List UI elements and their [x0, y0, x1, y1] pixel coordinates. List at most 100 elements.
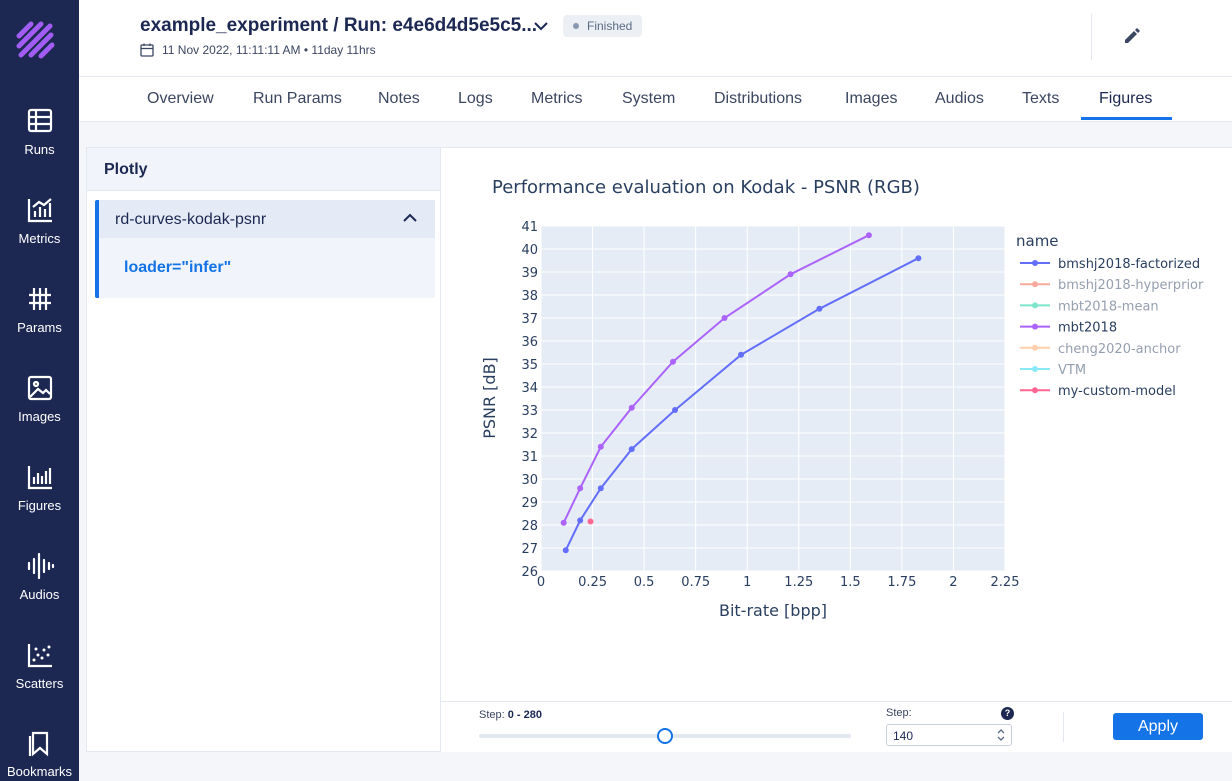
sidebar-item-scatters[interactable]: Scatters [0, 640, 79, 691]
tab-overview[interactable]: Overview [147, 90, 214, 107]
legend-item[interactable]: mbt2018 [1020, 321, 1117, 336]
tab-metrics[interactable]: Metrics [531, 90, 583, 107]
legend-marker [1032, 366, 1038, 372]
tab-images[interactable]: Images [845, 90, 898, 107]
data-point[interactable] [669, 358, 676, 365]
tab-audios[interactable]: Audios [935, 90, 984, 107]
y-tick-label: 32 [521, 427, 538, 442]
legend-marker [1032, 281, 1038, 288]
run-date: 11 Nov 2022, 11:11:11 AM • 11day 11hrs [140, 43, 376, 57]
tab-texts[interactable]: Texts [1022, 90, 1060, 107]
data-point[interactable] [628, 404, 635, 411]
legend-item[interactable]: bmshj2018-hyperprior [1020, 278, 1204, 293]
legend-item[interactable]: my-custom-model [1020, 384, 1176, 399]
figure-group-header[interactable]: rd-curves-kodak-psnr [99, 200, 435, 238]
data-point[interactable] [597, 485, 604, 492]
data-point[interactable] [577, 517, 584, 524]
calendar-icon [140, 43, 154, 57]
y-tick-label: 31 [521, 450, 538, 465]
data-point[interactable] [738, 351, 745, 358]
apply-button[interactable]: Apply [1113, 713, 1203, 740]
stepper-arrows-icon[interactable] [995, 727, 1007, 743]
step-input[interactable]: 140 [886, 724, 1012, 746]
data-point[interactable] [597, 443, 604, 450]
figure-group-title: rd-curves-kodak-psnr [115, 211, 267, 228]
sidebar-item-figures[interactable]: Figures [0, 462, 79, 513]
legend-marker [1032, 260, 1038, 266]
chevron-down-icon[interactable] [531, 16, 551, 36]
image-icon [27, 375, 52, 401]
edit-pencil-icon[interactable] [1123, 27, 1141, 45]
legend-item[interactable]: VTM [1020, 363, 1086, 378]
sidebar-item-label: Audios [19, 587, 60, 602]
data-point[interactable] [628, 446, 635, 453]
x-tick-label: 0.75 [681, 575, 710, 590]
bookmark-icon [28, 731, 48, 757]
sidebar-item-audios[interactable]: Audios [0, 551, 79, 602]
params-grid-icon [28, 288, 51, 310]
x-tick-label: 1.75 [887, 575, 916, 590]
aim-logo[interactable] [13, 18, 61, 66]
legend-title: name [1016, 232, 1059, 250]
legend-label: cheng2020-anchor [1058, 342, 1181, 357]
sidebar-item-metrics[interactable]: Metrics [0, 195, 79, 246]
x-tick-label: 0 [537, 575, 545, 590]
x-tick-label: 0.5 [634, 575, 655, 590]
x-tick-label: 1.25 [784, 575, 813, 590]
data-point[interactable] [865, 232, 872, 239]
legend-item[interactable]: mbt2018-mean [1020, 299, 1159, 314]
figure-item[interactable]: loader="infer" [124, 259, 232, 276]
x-tick-label: 2 [949, 575, 957, 590]
help-icon[interactable]: ? [1001, 707, 1014, 720]
legend: bmshj2018-factorized bmshj2018-hyperprior… [1020, 257, 1204, 399]
sidebar: Runs Metrics Params Images Figures Audio… [0, 0, 79, 781]
y-tick-label: 40 [521, 243, 538, 258]
sidebar-item-images[interactable]: Images [0, 373, 79, 424]
legend-item[interactable]: cheng2020-anchor [1020, 342, 1181, 357]
chart-title: Performance evaluation on Kodak - PSNR (… [492, 177, 920, 198]
step-slider-thumb[interactable] [657, 728, 673, 744]
y-tick-label: 36 [521, 335, 538, 350]
tab-distributions[interactable]: Distributions [714, 90, 803, 107]
sidebar-item-bookmarks[interactable]: Bookmarks [0, 728, 79, 779]
step-input-value: 140 [893, 729, 914, 743]
tab-system[interactable]: System [622, 90, 676, 107]
data-point[interactable] [915, 255, 922, 262]
y-tick-label: 29 [521, 496, 538, 511]
y-tick-label: 37 [521, 312, 538, 327]
scatter-icon [27, 644, 52, 668]
sidebar-item-label: Bookmarks [6, 764, 73, 779]
series-line [562, 234, 870, 524]
x-axis-label: Bit-rate [bpp] [719, 601, 827, 620]
status-dot [573, 23, 579, 29]
data-point[interactable] [562, 547, 569, 554]
tab-run-params[interactable]: Run Params [253, 90, 342, 107]
sidebar-item-runs[interactable]: Runs [0, 106, 79, 157]
legend-label: mbt2018 [1058, 321, 1117, 336]
figure-group: rd-curves-kodak-psnr loader="infer" [95, 200, 435, 298]
y-tick-label: 27 [521, 542, 538, 557]
y-tick-label: 39 [521, 266, 538, 281]
legend-label: bmshj2018-factorized [1058, 257, 1200, 272]
x-tick-label: 1.5 [840, 575, 861, 590]
step-input-label: Step: [886, 707, 912, 719]
run-date-text: 11 Nov 2022, 11:11:11 AM • 11day 11hrs [162, 43, 376, 57]
tab-notes[interactable]: Notes [378, 90, 420, 107]
legend-item[interactable]: bmshj2018-factorized [1020, 257, 1200, 272]
ticks: 0 0.25 0.5 0.75 1 1.25 1.5 1.75 2 2.25 26 27 28 29 30 3… [521, 220, 1019, 590]
list-header-title: Plotly [104, 161, 148, 178]
y-tick-label: 30 [521, 473, 538, 488]
tab-logs[interactable]: Logs [458, 90, 493, 107]
data-point[interactable] [587, 518, 594, 525]
data-point[interactable] [577, 485, 584, 492]
data-point[interactable] [672, 407, 679, 413]
data-point[interactable] [787, 271, 794, 278]
tab-figures[interactable]: Figures [1099, 90, 1153, 107]
data-point[interactable] [721, 315, 728, 321]
chevron-up-icon[interactable] [401, 209, 419, 227]
data-point[interactable] [560, 519, 567, 526]
sidebar-item-params[interactable]: Params [0, 284, 79, 335]
data-point[interactable] [816, 305, 823, 312]
y-tick-label: 38 [521, 289, 538, 304]
series-lines [560, 232, 922, 554]
